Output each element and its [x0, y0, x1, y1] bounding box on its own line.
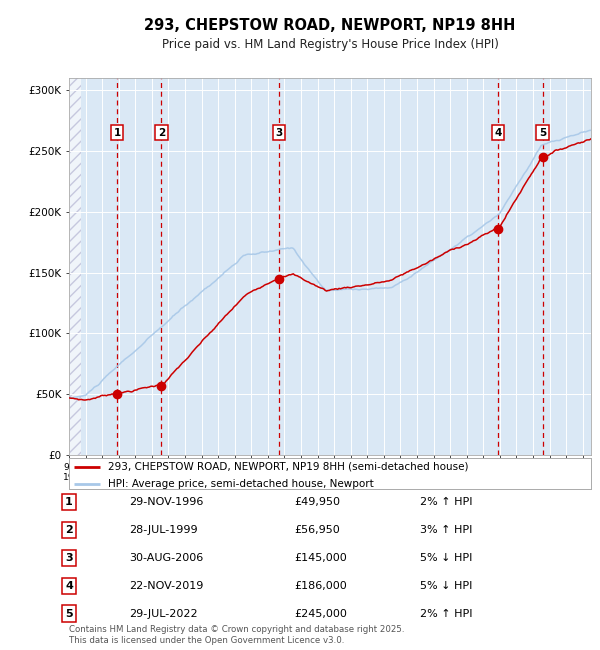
Text: 2% ↑ HPI: 2% ↑ HPI [420, 608, 473, 619]
Text: 2% ↑ HPI: 2% ↑ HPI [420, 497, 473, 507]
Text: 22-NOV-2019: 22-NOV-2019 [129, 580, 203, 591]
Text: HPI: Average price, semi-detached house, Newport: HPI: Average price, semi-detached house,… [108, 479, 374, 489]
Text: 2: 2 [65, 525, 73, 535]
Text: Price paid vs. HM Land Registry's House Price Index (HPI): Price paid vs. HM Land Registry's House … [161, 38, 499, 51]
Text: 3% ↑ HPI: 3% ↑ HPI [420, 525, 472, 535]
Text: 1: 1 [113, 127, 121, 138]
Text: £56,950: £56,950 [294, 525, 340, 535]
Text: 2: 2 [158, 127, 165, 138]
Text: £49,950: £49,950 [294, 497, 340, 507]
Text: 29-JUL-2022: 29-JUL-2022 [129, 608, 197, 619]
Text: £186,000: £186,000 [294, 580, 347, 591]
Text: 293, CHEPSTOW ROAD, NEWPORT, NP19 8HH (semi-detached house): 293, CHEPSTOW ROAD, NEWPORT, NP19 8HH (s… [108, 462, 469, 472]
Text: 30-AUG-2006: 30-AUG-2006 [129, 552, 203, 563]
Text: 5: 5 [539, 127, 546, 138]
Text: 5: 5 [65, 608, 73, 619]
Text: £245,000: £245,000 [294, 608, 347, 619]
Text: Contains HM Land Registry data © Crown copyright and database right 2025.
This d: Contains HM Land Registry data © Crown c… [69, 625, 404, 645]
Text: 28-JUL-1999: 28-JUL-1999 [129, 525, 197, 535]
Text: 5% ↓ HPI: 5% ↓ HPI [420, 552, 472, 563]
Text: 4: 4 [494, 127, 502, 138]
Text: 3: 3 [65, 552, 73, 563]
Text: 1: 1 [65, 497, 73, 507]
Text: £145,000: £145,000 [294, 552, 347, 563]
Text: 3: 3 [275, 127, 283, 138]
Text: 5% ↓ HPI: 5% ↓ HPI [420, 580, 472, 591]
Bar [69, 78, 82, 455]
Text: 293, CHEPSTOW ROAD, NEWPORT, NP19 8HH: 293, CHEPSTOW ROAD, NEWPORT, NP19 8HH [145, 18, 515, 33]
Text: 4: 4 [65, 580, 73, 591]
Text: 29-NOV-1996: 29-NOV-1996 [129, 497, 203, 507]
